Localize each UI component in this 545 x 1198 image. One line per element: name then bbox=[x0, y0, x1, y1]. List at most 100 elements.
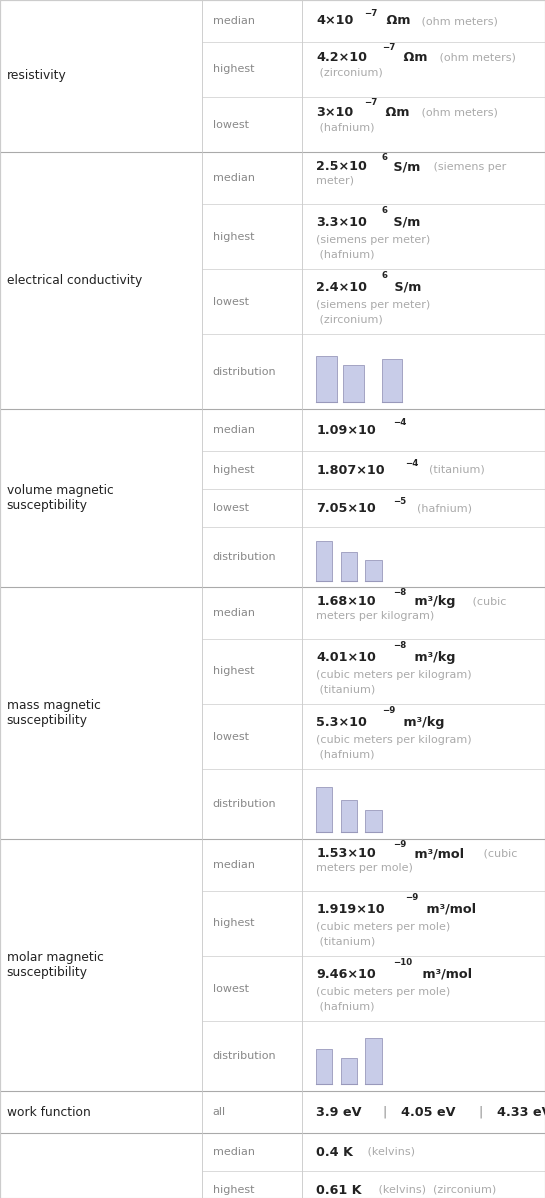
Text: (siemens per meter): (siemens per meter) bbox=[316, 235, 431, 244]
Text: (siemens per meter): (siemens per meter) bbox=[316, 300, 431, 310]
Text: (zirconium): (zirconium) bbox=[316, 67, 383, 77]
Text: 3×10: 3×10 bbox=[316, 105, 353, 119]
Text: 3.3×10: 3.3×10 bbox=[316, 216, 367, 229]
Bar bbox=[316, 787, 332, 831]
Text: (titanium): (titanium) bbox=[316, 937, 376, 946]
Text: 2.4×10: 2.4×10 bbox=[316, 280, 367, 294]
Text: 9.46×10: 9.46×10 bbox=[316, 968, 376, 981]
Text: −7: −7 bbox=[364, 98, 378, 107]
Text: |: | bbox=[375, 1106, 395, 1119]
Text: molar magnetic
susceptibility: molar magnetic susceptibility bbox=[7, 951, 104, 979]
Text: resistivity: resistivity bbox=[7, 69, 66, 83]
Text: meters per mole): meters per mole) bbox=[316, 863, 413, 872]
Text: −10: −10 bbox=[393, 958, 413, 967]
Text: (kelvins): (kelvins) bbox=[364, 1146, 415, 1157]
Text: 2.5×10: 2.5×10 bbox=[316, 161, 367, 173]
Text: (hafnium): (hafnium) bbox=[316, 122, 374, 132]
Text: 0.4 K: 0.4 K bbox=[316, 1145, 353, 1158]
Text: lowest: lowest bbox=[213, 503, 249, 513]
Text: m³/mol: m³/mol bbox=[410, 847, 464, 860]
Text: Ωm: Ωm bbox=[382, 14, 410, 28]
Text: 4×10: 4×10 bbox=[316, 14, 354, 28]
Text: 5.3×10: 5.3×10 bbox=[316, 715, 367, 728]
Text: (titanium): (titanium) bbox=[316, 685, 376, 695]
Text: (ohm meters): (ohm meters) bbox=[436, 53, 516, 62]
Text: 7.05×10: 7.05×10 bbox=[316, 502, 376, 514]
Text: (cubic: (cubic bbox=[469, 597, 506, 606]
Text: −9: −9 bbox=[382, 706, 395, 715]
Text: 4.01×10: 4.01×10 bbox=[316, 651, 376, 664]
Text: meters per kilogram): meters per kilogram) bbox=[316, 611, 434, 621]
Text: 1.09×10: 1.09×10 bbox=[316, 424, 376, 436]
Text: −9: −9 bbox=[404, 893, 418, 902]
Text: |: | bbox=[471, 1106, 492, 1119]
Bar bbox=[365, 561, 382, 581]
Text: highest: highest bbox=[213, 919, 254, 928]
Text: mass magnetic
susceptibility: mass magnetic susceptibility bbox=[7, 698, 100, 727]
Text: 4.33 eV: 4.33 eV bbox=[498, 1106, 545, 1119]
Bar bbox=[316, 1048, 332, 1084]
Bar bbox=[316, 541, 332, 581]
Text: 1.53×10: 1.53×10 bbox=[316, 847, 376, 860]
Text: S/m: S/m bbox=[390, 216, 421, 229]
Text: (ohm meters): (ohm meters) bbox=[418, 108, 498, 117]
Bar bbox=[365, 1039, 382, 1084]
Text: (cubic meters per kilogram): (cubic meters per kilogram) bbox=[316, 670, 472, 679]
Bar bbox=[341, 552, 357, 581]
Text: electrical conductivity: electrical conductivity bbox=[7, 274, 142, 288]
Text: median: median bbox=[213, 609, 255, 618]
Text: 1.919×10: 1.919×10 bbox=[316, 903, 385, 915]
Text: all: all bbox=[213, 1107, 226, 1117]
Text: m³/kg: m³/kg bbox=[399, 715, 444, 728]
Text: 1.68×10: 1.68×10 bbox=[316, 595, 376, 609]
Bar bbox=[343, 365, 364, 401]
Text: distribution: distribution bbox=[213, 367, 276, 376]
Text: (ohm meters): (ohm meters) bbox=[419, 16, 498, 26]
Bar bbox=[382, 359, 402, 401]
Text: highest: highest bbox=[213, 65, 254, 74]
Text: median: median bbox=[213, 1146, 255, 1157]
Text: −7: −7 bbox=[382, 43, 395, 52]
Text: 0.61 K: 0.61 K bbox=[316, 1184, 361, 1197]
Text: −8: −8 bbox=[393, 588, 406, 597]
Text: (cubic meters per mole): (cubic meters per mole) bbox=[316, 987, 450, 997]
Text: (cubic meters per mole): (cubic meters per mole) bbox=[316, 921, 450, 932]
Text: distribution: distribution bbox=[213, 1051, 276, 1061]
Bar bbox=[365, 810, 382, 831]
Text: lowest: lowest bbox=[213, 984, 249, 993]
Text: −4: −4 bbox=[393, 418, 407, 426]
Text: m³/kg: m³/kg bbox=[410, 595, 456, 609]
Text: lowest: lowest bbox=[213, 120, 249, 129]
Text: −7: −7 bbox=[364, 8, 378, 18]
Text: distribution: distribution bbox=[213, 552, 276, 562]
Text: (kelvins)  (zirconium): (kelvins) (zirconium) bbox=[375, 1185, 496, 1194]
Text: 4.2×10: 4.2×10 bbox=[316, 50, 367, 63]
Text: distribution: distribution bbox=[213, 799, 276, 809]
Text: median: median bbox=[213, 16, 255, 26]
Text: (hafnium): (hafnium) bbox=[316, 1002, 374, 1011]
Text: 4.05 eV: 4.05 eV bbox=[401, 1106, 456, 1119]
Text: highest: highest bbox=[213, 465, 254, 474]
Text: Ωm: Ωm bbox=[399, 50, 428, 63]
Text: −9: −9 bbox=[393, 840, 407, 848]
Text: m³/mol: m³/mol bbox=[422, 903, 476, 915]
Text: Ωm: Ωm bbox=[382, 105, 410, 119]
Text: −5: −5 bbox=[393, 497, 407, 506]
Text: 6: 6 bbox=[382, 271, 388, 280]
Text: 3.9 eV: 3.9 eV bbox=[316, 1106, 361, 1119]
Text: S/m: S/m bbox=[390, 161, 421, 173]
Text: work function: work function bbox=[7, 1106, 90, 1119]
Text: (hafnium): (hafnium) bbox=[316, 249, 374, 260]
Text: 1.807×10: 1.807×10 bbox=[316, 464, 385, 477]
Bar bbox=[341, 1058, 357, 1084]
Text: (cubic meters per kilogram): (cubic meters per kilogram) bbox=[316, 734, 472, 745]
Text: (titanium): (titanium) bbox=[422, 465, 485, 474]
Text: median: median bbox=[213, 173, 255, 183]
Text: (hafnium): (hafnium) bbox=[410, 503, 472, 513]
Text: −8: −8 bbox=[393, 641, 407, 651]
Text: highest: highest bbox=[213, 231, 254, 242]
Bar bbox=[316, 356, 337, 401]
Text: highest: highest bbox=[213, 1185, 254, 1194]
Text: m³/mol: m³/mol bbox=[418, 968, 472, 981]
Text: median: median bbox=[213, 425, 255, 435]
